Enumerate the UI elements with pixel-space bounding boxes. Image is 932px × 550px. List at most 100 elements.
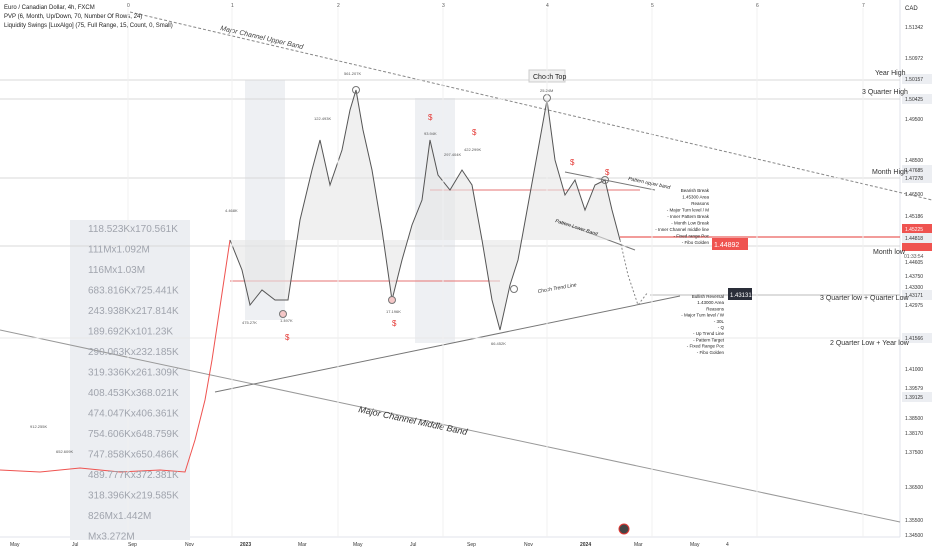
swing-marker [388, 296, 396, 304]
fib-label: 1 [231, 3, 234, 9]
volume-profile-label: 826Mx1.442M [88, 511, 151, 522]
price-line [229, 89, 621, 331]
price-label: 1.38500 [905, 416, 923, 422]
price-label: 1.50972 [905, 56, 923, 62]
fib-label: 6 [756, 3, 759, 9]
bullish-note: - 30L [714, 319, 725, 324]
price-label: 1.36500 [905, 485, 923, 491]
time-label: Sep [128, 542, 137, 548]
price-tag [902, 94, 932, 104]
price-label: 1.44605 [905, 260, 923, 266]
volume-profile-label: 111Mx1.092M [88, 245, 150, 256]
event-marker [618, 523, 630, 535]
level-label: 2 Quarter Low + Year low [830, 340, 910, 347]
fib-label: 2 [337, 3, 340, 9]
level-label: 3 Quarter High [862, 89, 908, 96]
volume-profile-label: 747.858Kx650.486K [88, 450, 179, 461]
choch-trend-line [214, 295, 681, 393]
price-label: 1.41000 [905, 367, 923, 373]
price-label: 1.44818 [905, 236, 923, 242]
volume-profile-label: 408.453Kx368.021K [88, 388, 179, 399]
swing-marker [279, 310, 287, 318]
bearish-note: 1.45300 Area [682, 195, 709, 200]
swing-label: 912.255K [30, 424, 47, 429]
price-label: 1.48500 [905, 158, 923, 164]
fib-label: 5 [651, 3, 654, 9]
volume-profile-label: 683.816Kx725.441K [88, 286, 179, 297]
price-label: 1.37500 [905, 450, 923, 456]
liquidity-marker: $ [428, 113, 433, 122]
volume-profile [70, 220, 190, 540]
time-label: Jul [410, 542, 416, 548]
time-label: 2024 [580, 542, 591, 548]
price-label: 1.47278 [905, 176, 923, 182]
price-label: 1.45186 [905, 214, 923, 220]
time-label: May [353, 542, 363, 548]
liquidity-marker: $ [472, 128, 477, 137]
time-label: Nov [524, 542, 533, 548]
swing-label: 422.299K [464, 147, 481, 152]
time-label: May [690, 542, 700, 548]
volume-profile-label: 474.047Kx406.361K [88, 409, 179, 420]
price-label: 1.35500 [905, 518, 923, 524]
bullish-note: Reasons [706, 306, 725, 311]
pattern-upper-line [564, 171, 656, 191]
price-label: 1.51342 [905, 25, 923, 31]
middle-channel-line [0, 329, 901, 523]
volume-profile-label: 754.606Kx648.759K [88, 429, 179, 440]
time-label: 4 [726, 542, 729, 548]
liquidity-marker: $ [570, 158, 575, 167]
price-label: 1.50425 [905, 97, 923, 103]
symbol-title: Euro / Canadian Dollar, 4h, FXCM [4, 5, 95, 11]
price-label: 1.47685 [905, 168, 923, 174]
volume-profile-label: 116Mx1.03M [88, 265, 145, 276]
volume-profile-label: 489.777Kx372.381K [88, 470, 179, 481]
price-box [712, 238, 748, 250]
bearish-note: Reasons [691, 201, 710, 206]
bullish-note: - Fibo Golden [697, 350, 725, 355]
swing-label: 297.404K [444, 152, 461, 157]
level-label: Month High [872, 169, 908, 176]
bullish-note: - Major Turn level / W [681, 313, 725, 318]
swing-label: 4.468K [225, 208, 238, 213]
time-label: Mar [298, 542, 307, 548]
price-label: 1.49500 [905, 117, 923, 123]
fib-label: 0 [127, 3, 130, 9]
swing-marker [510, 285, 518, 293]
price-label: 1.38170 [905, 431, 923, 437]
swing-label: 25.24M [540, 88, 553, 93]
projection-path [619, 239, 649, 307]
price-label: 1.45225 [905, 227, 923, 233]
level-label: Month low [873, 249, 906, 256]
price-tag [902, 74, 932, 84]
swing-label: 652.609K [56, 449, 73, 454]
time-label: May [10, 542, 20, 548]
price-label: 1.34500 [905, 533, 923, 539]
time-label: Nov [185, 542, 194, 548]
price-tag [902, 165, 932, 175]
swing-marker [352, 86, 360, 94]
liquidity-marker: $ [605, 168, 610, 177]
swing-marker [601, 176, 609, 184]
level-label: 3 Quarter low + Quarter Low [820, 295, 909, 302]
price-tag [902, 173, 932, 183]
price-tag [902, 224, 932, 234]
fib-label: 7 [862, 3, 865, 9]
bearish-note: - Inner Channel middle line [655, 227, 709, 232]
volume-profile-label: 319.336Kx261.309K [88, 368, 179, 379]
bullish-note: - Up Trend Line [693, 331, 725, 336]
upper-channel-line [129, 11, 932, 201]
price-label: 1.39125 [905, 395, 923, 401]
swing-label: 17.196K [386, 309, 401, 314]
price-box [728, 288, 752, 300]
price-tag [902, 392, 932, 402]
price-label: 1.41566 [905, 336, 923, 342]
time-label: Sep [467, 542, 476, 548]
price-box-label: 1.44892 [714, 242, 739, 249]
swing-label: 475.27K [242, 320, 257, 325]
volume-profile-label: 243.938Kx217.814K [88, 306, 179, 317]
time-label: Jul [72, 542, 78, 548]
price-label: 1.43750 [905, 274, 923, 280]
bullish-note: - Q [718, 325, 725, 330]
volume-profile-label: 118.523Kx170.561K [88, 224, 178, 235]
